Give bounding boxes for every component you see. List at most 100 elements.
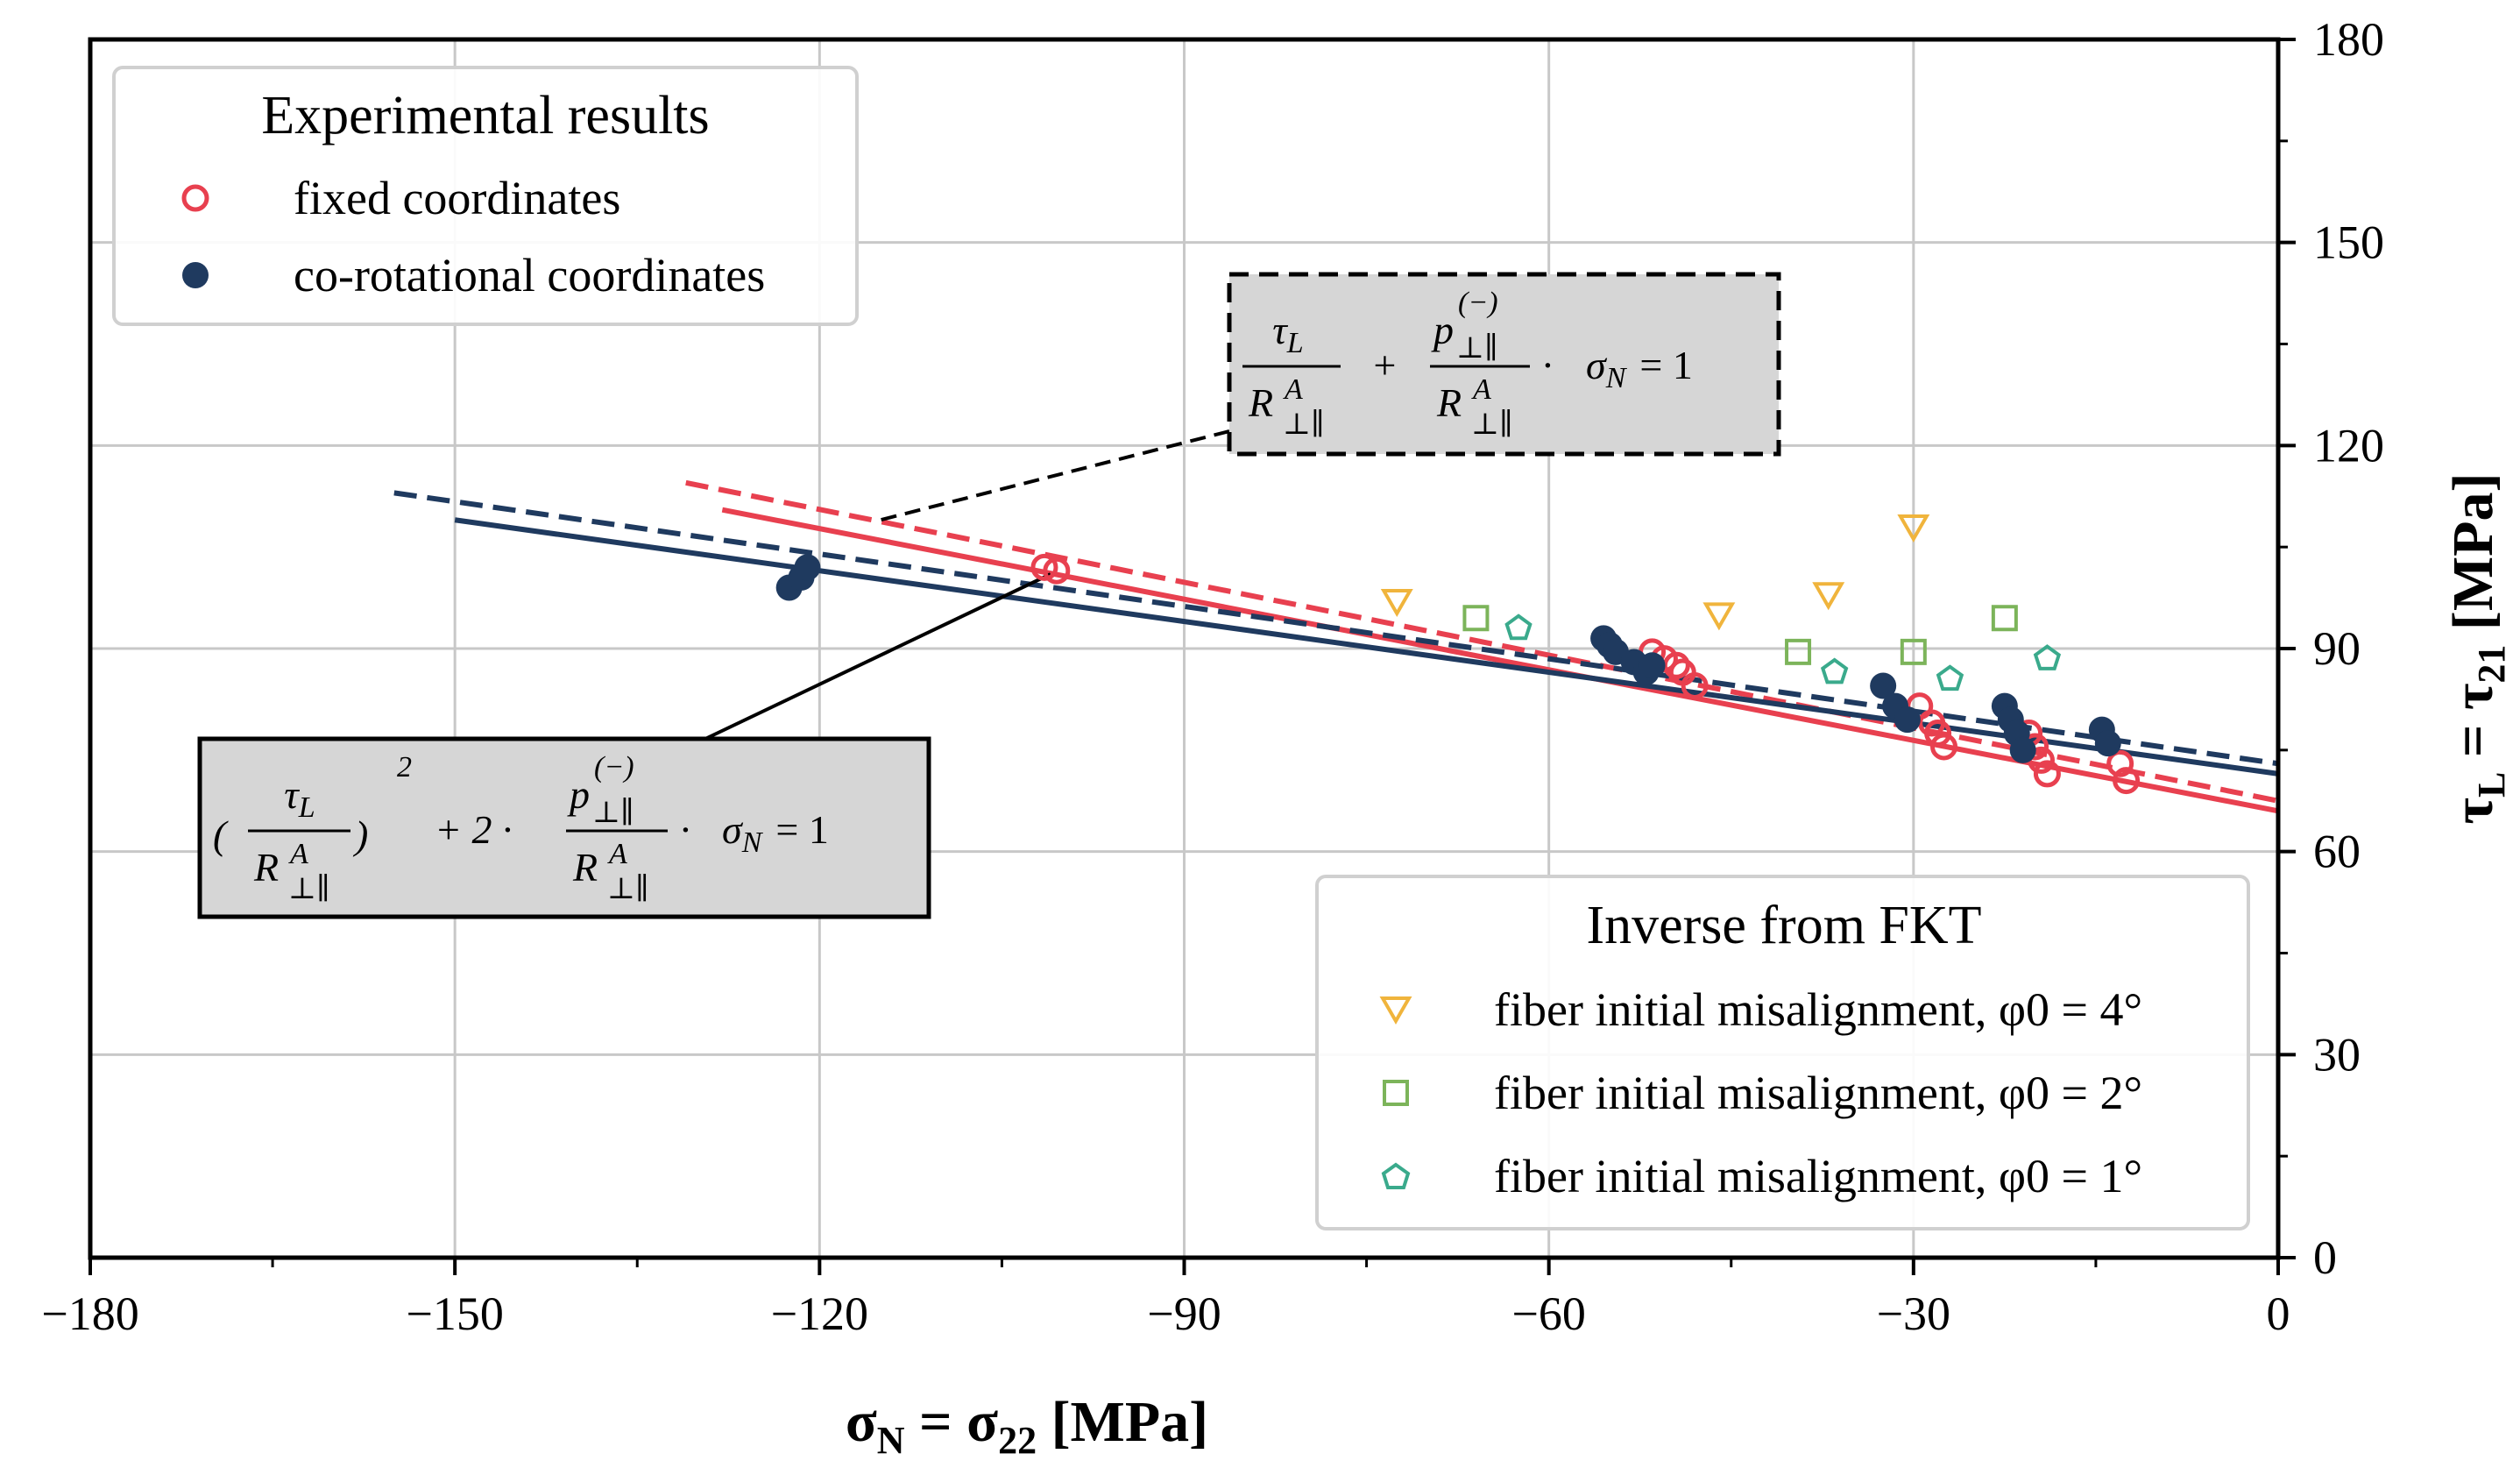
svg-text:·: · bbox=[1542, 343, 1553, 387]
svg-text:⊥∥: ⊥∥ bbox=[1471, 408, 1513, 441]
legend-experimental-title: Experimental results bbox=[261, 86, 709, 145]
svg-text:+: + bbox=[1370, 343, 1398, 387]
svg-text:σN= 1: σN = 1 bbox=[722, 807, 829, 859]
fixed-point bbox=[1043, 557, 1071, 585]
x-axis-title: σN = σ22 [MPa] bbox=[846, 1390, 1208, 1462]
y-tick-label: 60 bbox=[2313, 826, 2361, 878]
legend-corot-label: co-rotational coordinates bbox=[294, 249, 765, 301]
corot-point bbox=[794, 554, 821, 581]
quadratic-criterion-annotation: ( τL R A ⊥∥ ) 2 + 2 · p (−) ⊥∥ R A ⊥∥ · … bbox=[197, 736, 931, 919]
svg-text:R: R bbox=[253, 845, 279, 890]
legend-inverse: Inverse from FKT fiber initial misalignm… bbox=[1315, 875, 2250, 1230]
legend-phi2-label: fiber initial misalignment, φ0 = 2° bbox=[1494, 1067, 2142, 1119]
y-axis-title: τL = τ21 [MPa] bbox=[2441, 473, 2513, 825]
x-axis: −180 −150 −120 −90 −60 −30 0 bbox=[41, 1258, 2290, 1340]
y-tick-label: 120 bbox=[2313, 419, 2384, 472]
fit-line bbox=[454, 517, 2279, 777]
svg-text:2: 2 bbox=[397, 751, 412, 784]
phi1-point bbox=[1820, 657, 1849, 684]
phi4-point bbox=[1702, 602, 1736, 631]
x-axis-sigma: σ bbox=[846, 1390, 877, 1454]
x-axis-sigma-sub: N bbox=[877, 1419, 905, 1462]
phi4-point bbox=[1380, 588, 1413, 617]
y-axis-tau: τ bbox=[2441, 798, 2505, 824]
svg-text:·: · bbox=[680, 807, 690, 852]
svg-text:A: A bbox=[1283, 373, 1303, 406]
x-tick-label: −90 bbox=[1147, 1287, 1221, 1340]
svg-text:σN= 1: σN = 1 bbox=[1586, 343, 1693, 394]
svg-text:R: R bbox=[1248, 380, 1273, 425]
fixed-point bbox=[1681, 671, 1709, 699]
quadratic-criterion-leader bbox=[704, 572, 1051, 741]
corot-point bbox=[1639, 652, 1666, 679]
svg-text:A: A bbox=[607, 838, 627, 870]
svg-text:τL: τL bbox=[284, 772, 315, 824]
legend-phi1-label: fiber initial misalignment, φ0 = 1° bbox=[1494, 1150, 2142, 1202]
svg-text:R: R bbox=[1436, 380, 1462, 425]
legend-experimental: Experimental results fixed coordinates c… bbox=[112, 66, 859, 326]
svg-text:⊥∥: ⊥∥ bbox=[1283, 408, 1325, 441]
phi2-point bbox=[1785, 638, 1812, 665]
data-markers bbox=[775, 514, 2141, 795]
y-tick-label: 30 bbox=[2313, 1028, 2361, 1081]
x-tick-label: −180 bbox=[41, 1287, 138, 1340]
y-tick-label: 150 bbox=[2313, 216, 2384, 269]
fixed-point bbox=[2113, 767, 2141, 795]
legend-phi4-label: fiber initial misalignment, φ0 = 4° bbox=[1494, 983, 2142, 1036]
phi4-point bbox=[1897, 514, 1930, 543]
x-tick-label: 0 bbox=[2267, 1287, 2290, 1340]
corot-point bbox=[2009, 736, 2036, 763]
svg-text:(−): (−) bbox=[1458, 287, 1498, 319]
svg-text:⊥∥: ⊥∥ bbox=[607, 873, 649, 905]
legend-fixed-label: fixed coordinates bbox=[294, 172, 620, 224]
fit-line bbox=[721, 507, 2279, 814]
y-tick-label: 90 bbox=[2313, 622, 2361, 675]
phi2-point bbox=[1900, 638, 1927, 665]
phi2-point bbox=[1991, 605, 2018, 632]
y-axis-tau-sub: L bbox=[2470, 772, 2513, 798]
linear-criterion-annotation: τL R A ⊥∥ + p (−) ⊥∥ R A ⊥∥ · σN = 1 bbox=[1227, 272, 1781, 457]
phi1-point bbox=[1936, 664, 1964, 691]
svg-text:⊥∥: ⊥∥ bbox=[288, 873, 330, 905]
quadratic-criterion-box bbox=[197, 736, 931, 919]
svg-text:(−): (−) bbox=[594, 751, 634, 784]
fixed-point bbox=[2106, 749, 2134, 777]
phi2-point bbox=[1462, 605, 1490, 632]
svg-text:+ 2 ·: + 2 · bbox=[435, 807, 513, 852]
x-tick-label: −120 bbox=[771, 1287, 868, 1340]
corot-point bbox=[1870, 672, 1897, 699]
fixed-point bbox=[1030, 553, 1058, 581]
legend-inverse-frame bbox=[1315, 875, 2250, 1230]
phi1-point bbox=[1504, 613, 1533, 641]
x-tick-label: −150 bbox=[406, 1287, 503, 1340]
phi4-point bbox=[1812, 582, 1845, 611]
svg-text:p: p bbox=[1431, 308, 1454, 352]
y-tick-label: 0 bbox=[2313, 1231, 2337, 1284]
x-tick-label: −30 bbox=[1877, 1287, 1950, 1340]
corot-point bbox=[1894, 706, 1921, 734]
svg-text:τL: τL bbox=[1272, 308, 1303, 359]
corot-point bbox=[2094, 730, 2121, 757]
legend-phi2-marker bbox=[1383, 1080, 1409, 1106]
legend-inverse-title: Inverse from FKT bbox=[1586, 896, 1981, 955]
legend-fixed-marker bbox=[181, 184, 209, 212]
svg-text:⊥∥: ⊥∥ bbox=[1456, 332, 1498, 365]
legend-phi1-marker bbox=[1381, 1162, 1411, 1189]
fixed-point bbox=[1924, 720, 1952, 748]
y-axis: 0 30 60 90 120 150 180 bbox=[2278, 13, 2384, 1284]
svg-text:): ) bbox=[352, 812, 368, 857]
svg-text:A: A bbox=[288, 838, 308, 870]
y-tick-label: 180 bbox=[2313, 13, 2384, 66]
svg-text:(: ( bbox=[213, 812, 229, 857]
fit-line bbox=[393, 490, 2279, 767]
svg-text:R: R bbox=[572, 845, 598, 890]
svg-text:p: p bbox=[567, 772, 590, 817]
phi1-point bbox=[2033, 644, 2062, 670]
linear-criterion-box bbox=[1227, 272, 1781, 457]
legend-phi4-marker bbox=[1379, 996, 1412, 1025]
legend-experimental-frame bbox=[112, 66, 859, 326]
svg-text:A: A bbox=[1471, 373, 1491, 406]
linear-criterion-leader bbox=[880, 429, 1230, 522]
fixed-point bbox=[2033, 760, 2061, 788]
